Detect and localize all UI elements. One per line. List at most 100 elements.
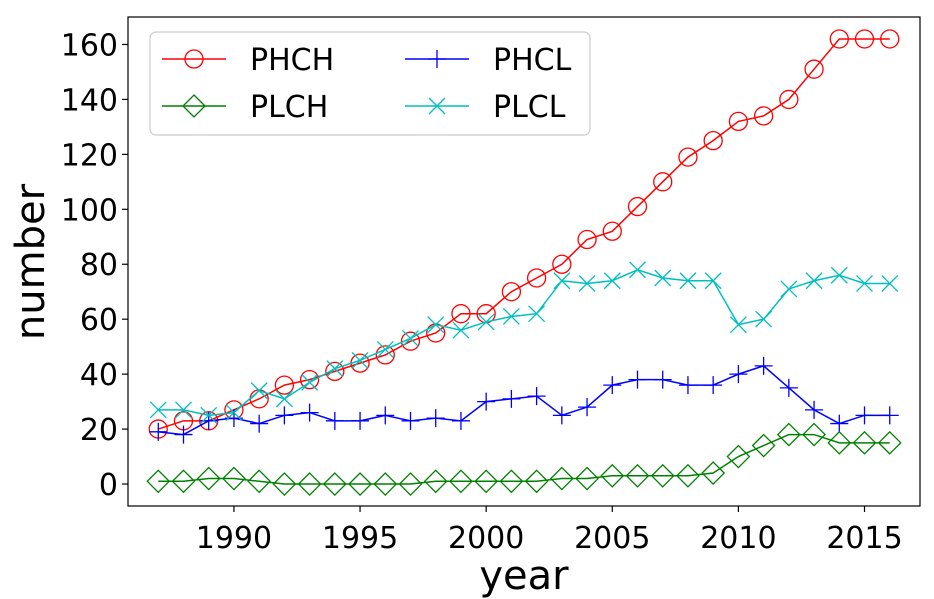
data-point-plcl xyxy=(780,280,798,298)
data-point-phch xyxy=(829,29,849,49)
data-point-phch xyxy=(274,375,295,395)
y-tick-label: 40 xyxy=(80,358,118,393)
data-point-phch xyxy=(400,331,421,351)
data-point-plcl xyxy=(830,266,848,284)
x-tick-label: 2000 xyxy=(448,521,524,556)
data-point-phcl xyxy=(300,403,319,422)
data-point-plch xyxy=(247,469,272,494)
data-point-phch xyxy=(375,345,395,365)
data-point-phcl xyxy=(628,370,647,389)
data-point-plcl xyxy=(149,401,167,419)
data-point-phcl xyxy=(149,422,168,441)
data-point-phcl xyxy=(275,406,294,425)
data-point-phcl xyxy=(451,411,470,430)
data-point-phch xyxy=(880,29,900,49)
data-point-plch xyxy=(171,469,196,494)
data-point-plch xyxy=(297,472,322,496)
data-point-plcl xyxy=(603,272,621,290)
data-point-phcl xyxy=(527,387,546,406)
data-point-plcl xyxy=(225,404,243,422)
data-point-plcl xyxy=(654,269,672,287)
data-point-plcl xyxy=(477,313,495,331)
data-point-plcl xyxy=(275,390,293,408)
y-axis: 0 20 40 60 80 100 120 140 160 xyxy=(61,28,128,503)
data-point-phch xyxy=(678,147,698,167)
data-point-phch xyxy=(577,229,597,250)
data-point-phch xyxy=(552,254,572,274)
data-point-plch xyxy=(196,466,221,491)
data-point-phcl xyxy=(754,356,773,375)
data-point-phcl xyxy=(426,409,445,428)
data-point-phcl xyxy=(174,425,193,444)
data-point-plcl xyxy=(578,275,596,292)
data-point-plcl xyxy=(856,275,873,292)
data-point-plcl xyxy=(805,272,823,290)
x-axis: 1990 1995 2000 2005 2010 2015 xyxy=(196,506,903,556)
data-point-plch xyxy=(499,469,524,494)
y-tick-label: 0 xyxy=(99,468,118,503)
data-point-phch xyxy=(325,361,345,382)
data-point-plcl xyxy=(402,329,419,347)
series-phcl xyxy=(149,356,899,444)
legend-marker-plcl xyxy=(428,97,446,115)
y-tick-label: 120 xyxy=(61,138,118,173)
data-point-plch xyxy=(524,469,549,494)
data-point-phcl xyxy=(401,411,420,430)
series-plch xyxy=(146,422,902,496)
data-point-plch xyxy=(852,430,877,455)
data-point-phcl xyxy=(855,406,874,425)
legend-item-phch: PHCH xyxy=(162,43,334,78)
data-point-phch xyxy=(804,59,824,79)
data-point-plch xyxy=(322,472,347,496)
x-tick-label: 1995 xyxy=(322,521,398,556)
data-point-plcl xyxy=(629,261,646,279)
data-point-plch xyxy=(802,422,826,447)
legend-item-plch: PLCH xyxy=(162,90,328,125)
data-point-plch xyxy=(373,472,398,496)
data-point-phcl xyxy=(653,370,672,389)
data-point-phch xyxy=(451,304,471,324)
data-point-phch xyxy=(779,89,799,110)
data-point-phcl xyxy=(351,411,370,430)
x-axis-label: year xyxy=(479,553,569,599)
data-point-plch xyxy=(751,433,776,458)
data-point-plch xyxy=(549,466,574,491)
data-point-phcl xyxy=(502,389,521,408)
data-point-plch xyxy=(449,469,473,494)
data-point-phch xyxy=(501,282,522,302)
data-point-phcl xyxy=(325,411,344,430)
data-point-plch xyxy=(600,463,625,488)
legend-item-phcl: PHCL xyxy=(405,43,572,78)
data-point-phcl xyxy=(830,414,849,433)
data-point-phcl xyxy=(376,406,395,425)
data-point-plch xyxy=(776,422,801,447)
series-layer xyxy=(146,29,902,496)
data-point-phcl xyxy=(779,378,798,397)
legend-label-phcl: PHCL xyxy=(493,43,572,78)
data-point-phch xyxy=(602,221,622,241)
data-point-phch xyxy=(753,106,774,126)
series-line-plch xyxy=(158,433,890,485)
data-point-phcl xyxy=(880,406,899,425)
data-point-phcl xyxy=(603,376,622,395)
data-point-plch xyxy=(726,444,751,469)
data-point-plch xyxy=(423,469,448,494)
data-point-plcl xyxy=(351,351,369,369)
data-point-plch xyxy=(625,463,650,488)
data-point-plcl xyxy=(704,272,722,290)
data-point-phcl xyxy=(578,398,597,417)
data-point-phch xyxy=(627,196,648,217)
legend: PHCH PHCL PLCH PLCL xyxy=(149,31,591,136)
series-plcl xyxy=(149,261,899,424)
y-tick-label: 80 xyxy=(80,248,118,283)
data-point-plch xyxy=(827,430,852,455)
data-point-plcl xyxy=(502,307,520,325)
data-point-plcl xyxy=(881,275,899,292)
data-point-plch xyxy=(676,463,700,488)
data-point-plcl xyxy=(326,360,344,378)
data-point-phcl xyxy=(704,376,723,395)
data-point-phch xyxy=(299,369,320,390)
data-point-plcl xyxy=(553,272,571,290)
data-point-plcl xyxy=(528,305,546,323)
